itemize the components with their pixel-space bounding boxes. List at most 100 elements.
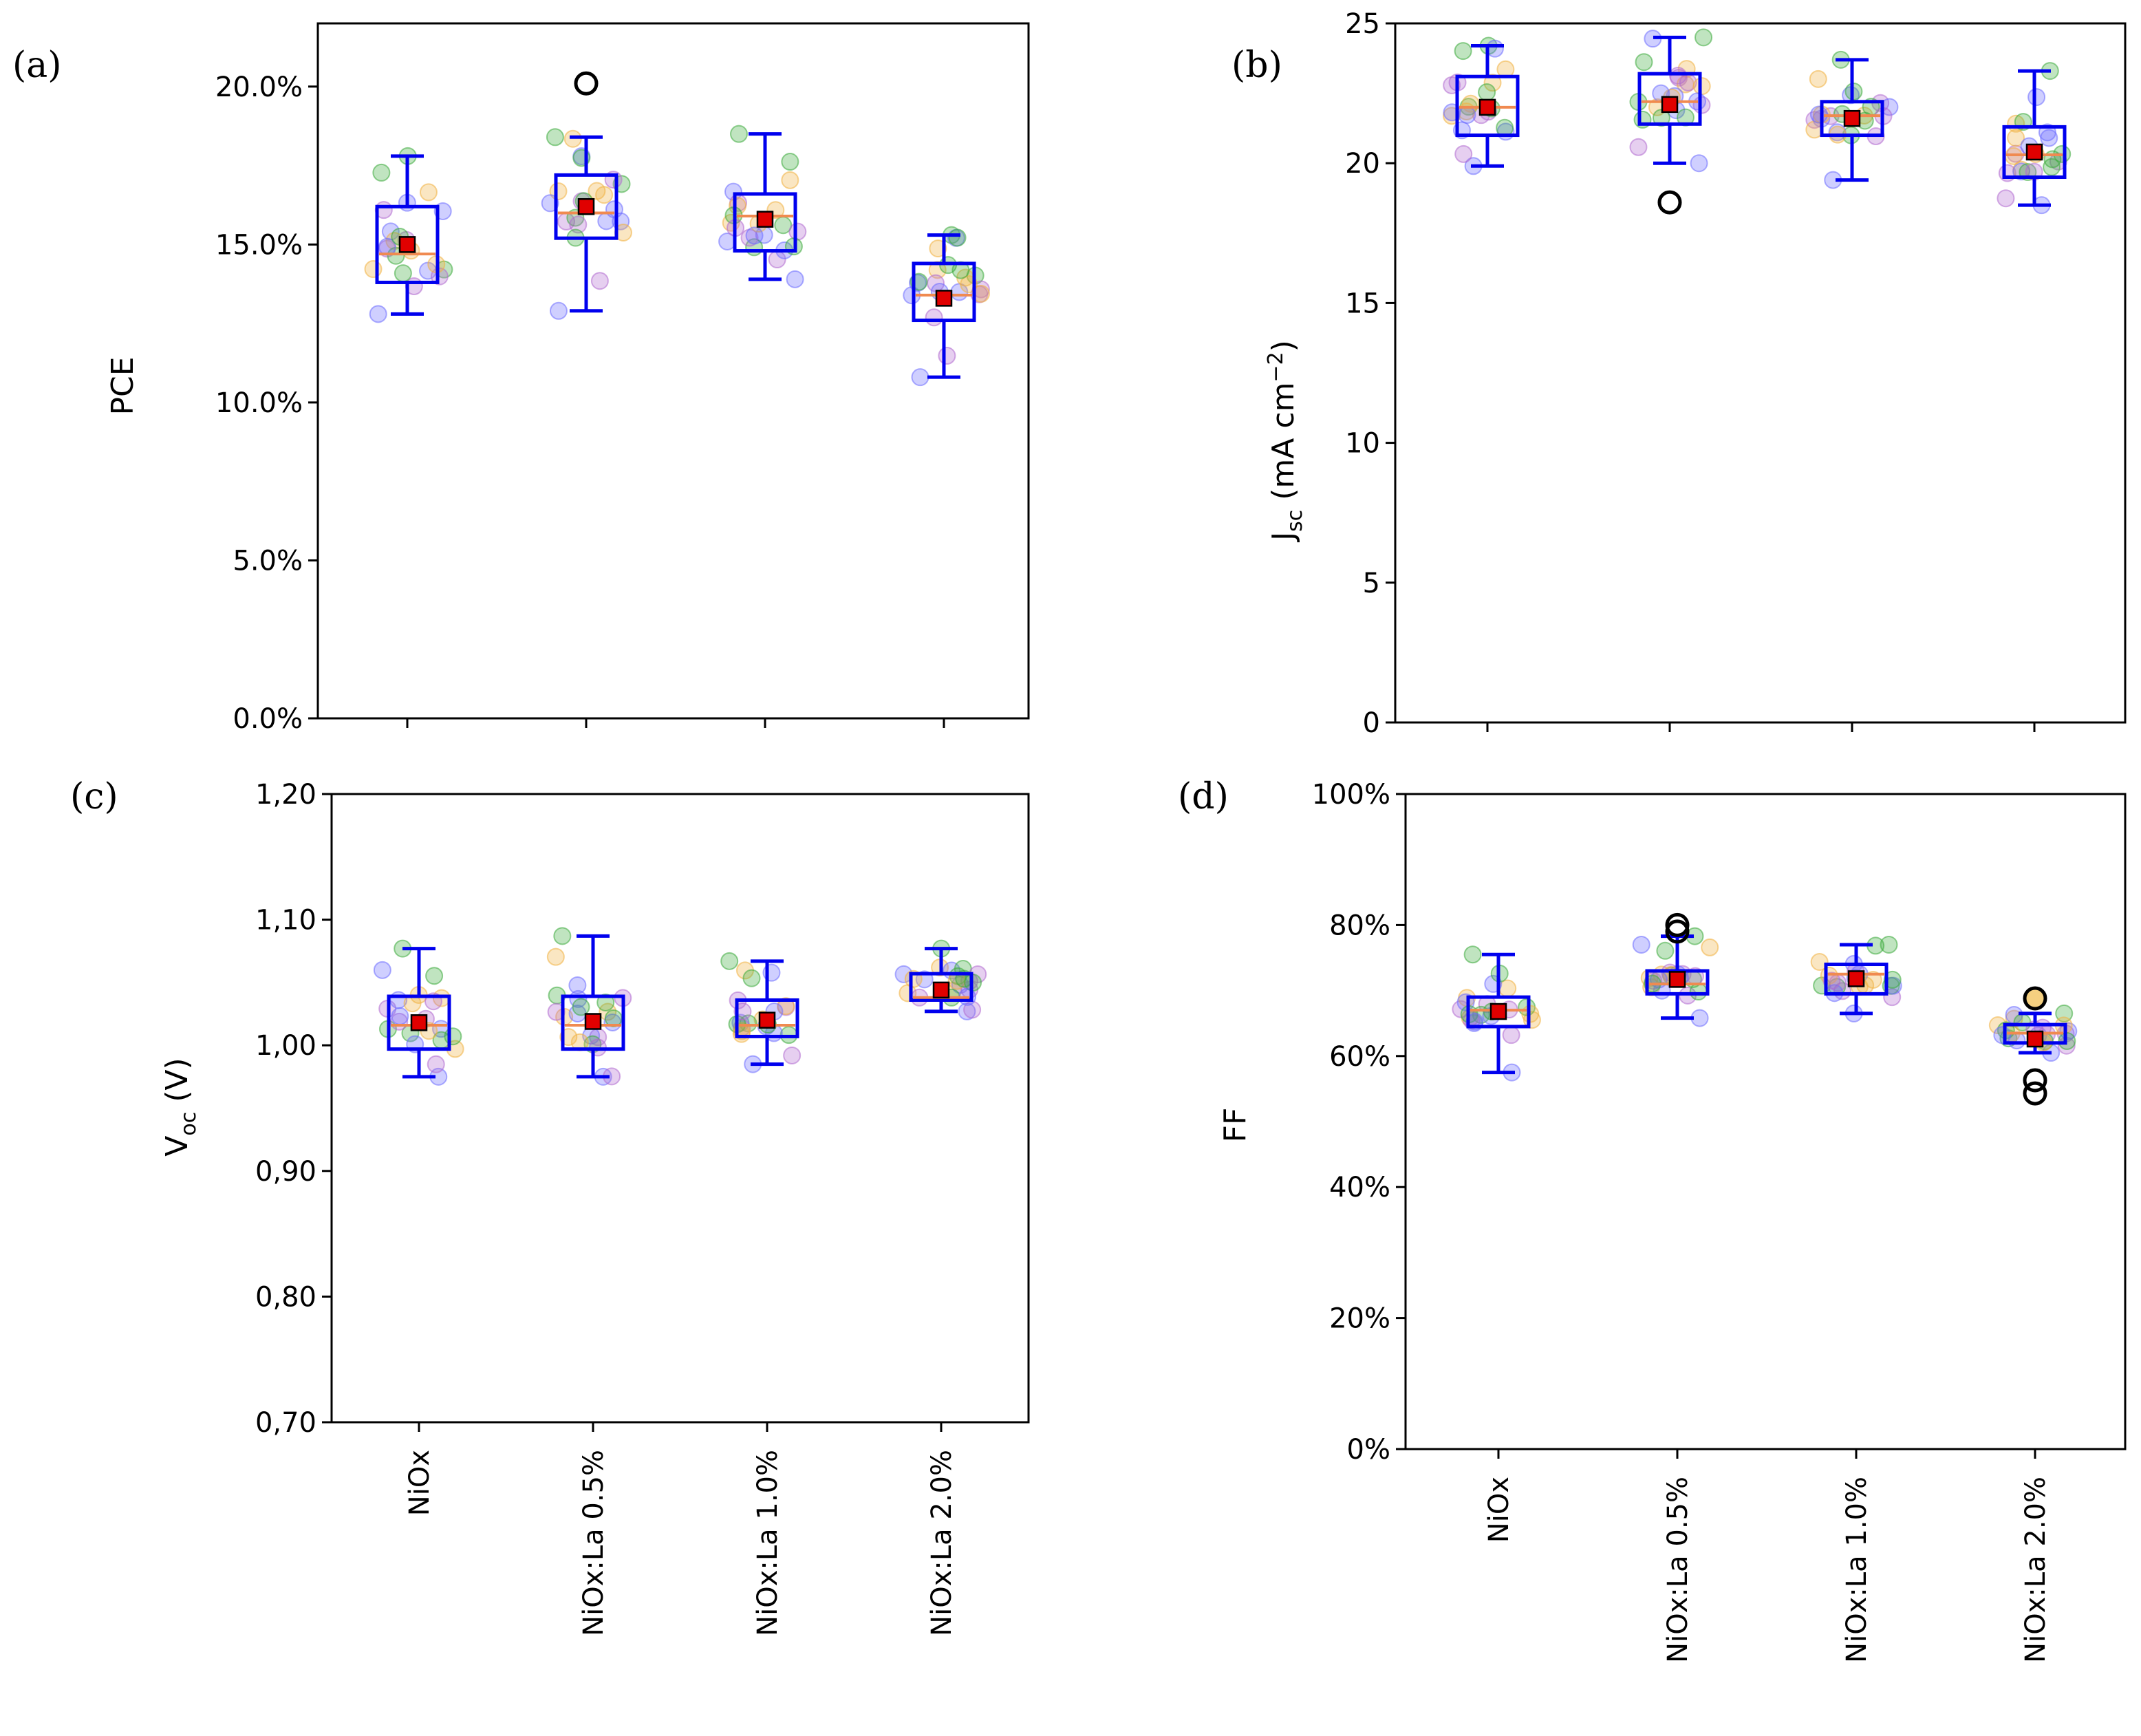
- sample-point: [788, 222, 807, 241]
- sample-point: [1669, 66, 1688, 85]
- sample-point: [547, 1003, 566, 1021]
- box-3: [1997, 62, 2072, 215]
- outlier-point: [1665, 912, 1690, 937]
- panel-label-b: (b): [1231, 45, 1282, 86]
- mean-marker: [2026, 1030, 2044, 1048]
- sample-point: [1692, 77, 1711, 96]
- boxes-c: [373, 927, 987, 1086]
- box-2: [1805, 50, 1899, 189]
- y-axis-label-c-unit: (V): [160, 1058, 195, 1111]
- sample-point: [1458, 106, 1476, 125]
- sample-point: [1483, 74, 1502, 92]
- x-ticks-c: [418, 1422, 943, 1432]
- y-tick-label: 0,70: [255, 1407, 316, 1439]
- sample-point: [1810, 952, 1829, 971]
- x-category-labels-c: NiOx NiOx:La 0.5% NiOx:La 1.0% NiOx:La 2.0%: [404, 1450, 958, 1636]
- mean-marker: [935, 290, 953, 307]
- y-tick-label: 0.0%: [233, 703, 303, 735]
- box-iqr: [1455, 74, 1520, 138]
- x-category-labels-d: NiOx NiOx:La 0.5% NiOx:La 1.0% NiOx:La 2.0%: [1483, 1477, 2052, 1663]
- box-iqr: [1466, 995, 1531, 1029]
- box-1: [1629, 28, 1713, 215]
- mean-marker: [577, 198, 595, 215]
- x-category-label: NiOx:La 1.0%: [752, 1450, 784, 1636]
- box-iqr: [2002, 125, 2067, 180]
- sample-point: [568, 976, 587, 994]
- box-iqr: [909, 972, 973, 1002]
- box-3: [903, 226, 990, 387]
- y-axis-label-b-main: J: [1266, 532, 1301, 543]
- x-category-label: NiOx:La 1.0%: [1841, 1477, 1873, 1663]
- sample-point: [1993, 1026, 2012, 1044]
- sample-point: [742, 969, 761, 987]
- sample-point: [546, 128, 564, 147]
- box-0: [364, 147, 453, 323]
- y-tick-label: 40%: [1329, 1172, 1390, 1203]
- mean-marker: [756, 211, 774, 228]
- y-axis-label-b-unit: (mA cm: [1266, 383, 1301, 510]
- sample-point: [1690, 1009, 1709, 1027]
- sample-point: [596, 993, 615, 1011]
- y-tick-label: 0: [1363, 707, 1380, 739]
- sample-point: [1502, 1026, 1520, 1044]
- y-tick-label: 60%: [1329, 1041, 1390, 1073]
- mean-marker: [1661, 96, 1679, 114]
- boxes-d: [1452, 912, 2078, 1106]
- sample-point: [929, 239, 947, 258]
- box-iqr: [735, 998, 799, 1038]
- panel-label-c: (c): [70, 776, 118, 817]
- sample-point: [1997, 189, 2015, 208]
- y-tick-label: 1,20: [255, 779, 316, 811]
- y-axis-label-c-sub: oc: [177, 1112, 201, 1136]
- sample-point: [1629, 138, 1648, 156]
- sample-point: [1864, 970, 1882, 989]
- sample-point: [394, 264, 412, 283]
- sample-point: [391, 1007, 409, 1025]
- mean-marker: [1478, 98, 1496, 116]
- sample-point: [2027, 88, 2046, 107]
- mean-marker: [584, 1013, 602, 1030]
- box-iqr: [387, 994, 451, 1051]
- boxes-a: [364, 71, 990, 387]
- sample-point: [1880, 935, 1898, 954]
- sample-point: [1690, 154, 1708, 173]
- sample-point: [369, 305, 387, 323]
- y-axis-label-b: Jsc (mA cm−2): [1264, 340, 1307, 543]
- x-category-label: NiOx:La 2.0%: [926, 1450, 958, 1636]
- sample-point: [2043, 158, 2061, 176]
- sample-point: [2040, 129, 2058, 147]
- x-ticks-a: [406, 718, 945, 728]
- y-ticks-a: 0.0% 5.0% 10.0% 15.0% 20.0%: [215, 72, 318, 735]
- sample-point: [948, 228, 967, 247]
- box-0: [1443, 36, 1520, 175]
- sample-point: [1694, 28, 1713, 47]
- mean-marker: [1489, 1003, 1507, 1020]
- sample-point: [911, 368, 929, 387]
- y-ticks-c: 0,70 0,80 0,90 1,00 1,10 1,20: [255, 779, 332, 1439]
- outlier-point: [1657, 190, 1682, 215]
- sample-point: [720, 952, 739, 970]
- outlier-point: [2023, 1068, 2047, 1093]
- mean-marker: [1843, 109, 1861, 127]
- sample-point: [549, 301, 568, 320]
- sample-point: [781, 153, 799, 171]
- y-tick-label: 20: [1345, 148, 1380, 180]
- sample-point: [777, 997, 795, 1016]
- sample-point: [1656, 941, 1675, 960]
- sample-point: [928, 261, 947, 279]
- sample-point: [745, 226, 764, 245]
- box-1: [546, 927, 632, 1086]
- sample-point: [1485, 39, 1504, 58]
- box-iqr: [561, 994, 625, 1051]
- boxes-b: [1443, 28, 2072, 215]
- sample-point: [419, 183, 438, 202]
- sample-point: [553, 927, 572, 945]
- box-2: [720, 952, 801, 1073]
- y-tick-label: 100%: [1312, 779, 1390, 811]
- box-iqr: [1824, 963, 1889, 996]
- y-tick-label: 1,10: [255, 905, 316, 936]
- box-iqr: [1645, 969, 1710, 996]
- box-0: [1452, 945, 1541, 1082]
- sample-point: [1635, 53, 1653, 72]
